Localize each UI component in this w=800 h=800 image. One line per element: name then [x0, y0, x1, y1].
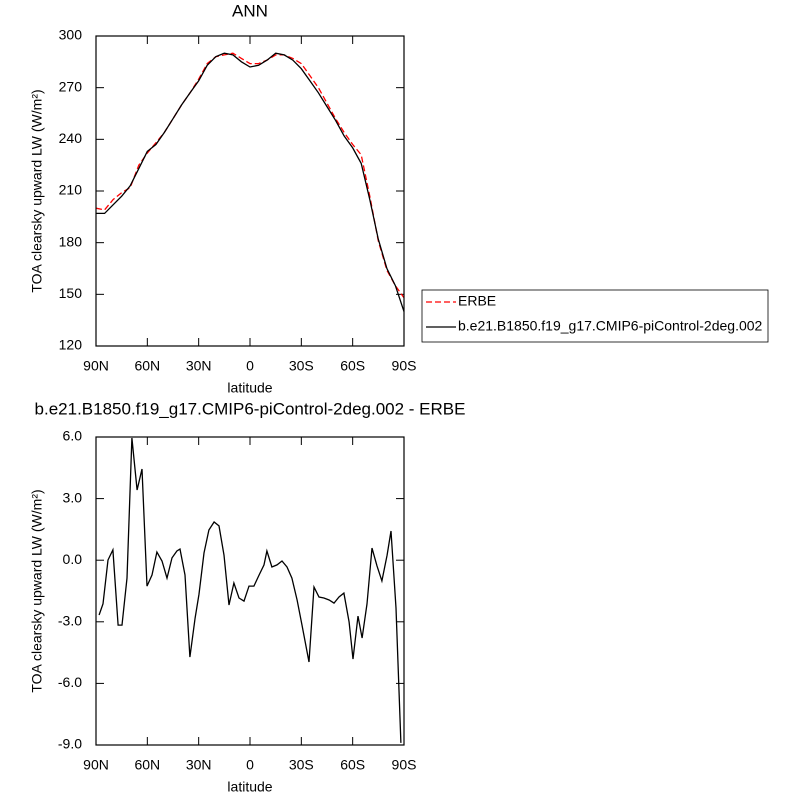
- x-tick-label: 90N: [83, 757, 109, 773]
- series-line: [96, 52, 405, 312]
- y-axis-label: TOA clearsky upward LW (W/m²): [29, 89, 45, 292]
- x-tick-label: 30S: [289, 757, 314, 773]
- y-tick-label: 6.0: [63, 428, 83, 444]
- series-line: [95, 52, 405, 299]
- x-tick-label: 60N: [134, 358, 160, 374]
- x-tick-label: 0: [246, 757, 254, 773]
- y-tick-label: -6.0: [58, 674, 82, 690]
- x-tick-label: 60S: [340, 757, 365, 773]
- x-tick-label: 90S: [392, 757, 417, 773]
- x-tick-label: 30S: [289, 358, 314, 374]
- y-tick-label: 120: [59, 337, 83, 353]
- y-tick-label: -3.0: [58, 613, 82, 629]
- x-tick-label: 60N: [134, 757, 160, 773]
- y-tick-label: 0.0: [63, 551, 83, 567]
- plot-frame: [95, 35, 405, 347]
- legend-box: [421, 289, 769, 343]
- x-axis-label: latitude: [227, 380, 272, 396]
- legend-label: ERBE: [458, 293, 496, 309]
- plot-frame: [95, 436, 405, 746]
- y-axis-label: TOA clearsky upward LW (W/m²): [29, 489, 45, 692]
- y-tick-label: 180: [59, 233, 83, 249]
- y-tick-label: 270: [59, 78, 83, 94]
- series-line: [98, 437, 402, 743]
- x-axis-label: latitude: [227, 779, 272, 795]
- y-tick-label: 150: [59, 285, 83, 301]
- x-tick-label: 90N: [83, 358, 109, 374]
- y-tick-label: 210: [59, 182, 83, 198]
- y-tick-label: 240: [59, 130, 83, 146]
- x-tick-label: 30N: [186, 757, 212, 773]
- legend-label: b.e21.B1850.f19_g17.CMIP6-piControl-2deg…: [458, 318, 763, 334]
- x-tick-label: 0: [246, 358, 254, 374]
- y-tick-label: 300: [59, 27, 83, 43]
- chart-title: ANN: [232, 1, 268, 20]
- x-tick-label: 30N: [186, 358, 212, 374]
- chart-title: b.e21.B1850.f19_g17.CMIP6-piControl-2deg…: [35, 399, 466, 418]
- y-tick-label: 3.0: [63, 489, 83, 505]
- x-tick-label: 60S: [340, 358, 365, 374]
- y-tick-label: -9.0: [58, 736, 82, 752]
- x-tick-label: 90S: [392, 358, 417, 374]
